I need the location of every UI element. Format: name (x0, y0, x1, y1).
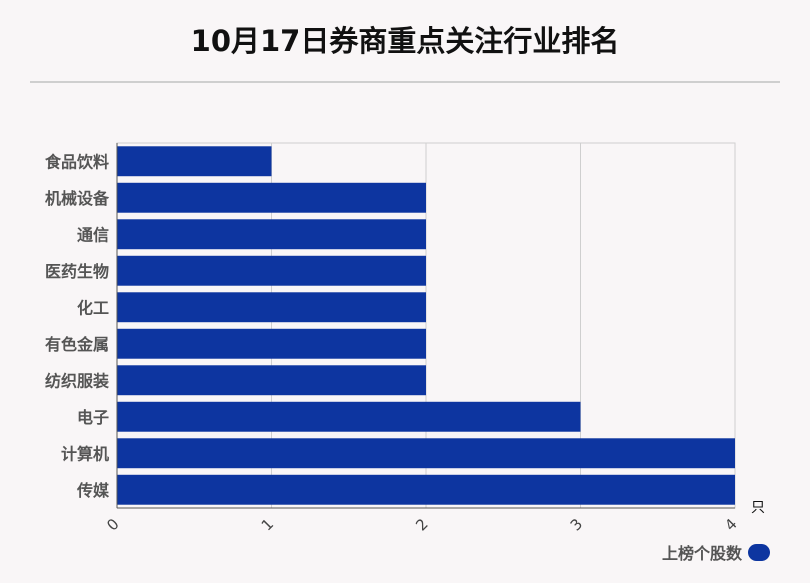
bar (117, 328, 426, 359)
legend-swatch (748, 543, 770, 561)
x-tick-label: 0 (103, 515, 122, 534)
category-label: 有色金属 (45, 335, 109, 354)
category-label: 计算机 (61, 444, 109, 463)
category-label: 纺织服装 (45, 371, 109, 390)
x-tick-label: 4 (721, 515, 740, 534)
chart-title: 10月17日券商重点关注行业排名 (190, 24, 620, 58)
bar (117, 401, 581, 432)
category-label: 传媒 (76, 481, 110, 500)
x-tick-label: 1 (258, 515, 277, 534)
chart-legend[interactable]: 上榜个股数 (662, 540, 770, 564)
legend-label: 上榜个股数 (661, 544, 742, 563)
title-divider (30, 81, 780, 83)
bar (117, 146, 272, 177)
x-unit-label: 只 (751, 500, 765, 516)
bar (117, 438, 735, 469)
bar (117, 182, 426, 213)
bar (117, 365, 426, 396)
category-label: 食品饮料 (44, 152, 109, 171)
bar (117, 292, 426, 323)
category-label: 化工 (77, 298, 109, 317)
category-label: 通信 (77, 225, 109, 244)
x-tick-label: 3 (567, 515, 586, 534)
category-label: 电子 (77, 408, 109, 427)
category-label: 医药生物 (45, 262, 109, 281)
bar (117, 219, 426, 250)
bar (117, 255, 426, 286)
x-tick-label: 2 (412, 515, 431, 534)
bar (117, 474, 735, 505)
category-label: 机械设备 (45, 189, 110, 208)
